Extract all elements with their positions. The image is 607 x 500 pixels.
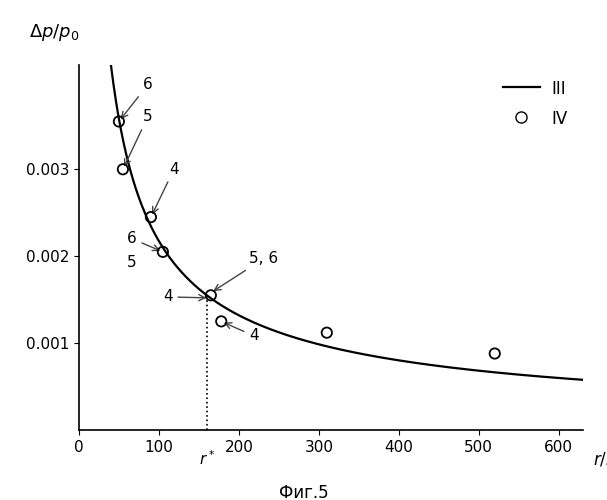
Point	[490, 350, 500, 358]
Text: 6: 6	[121, 78, 152, 118]
Point	[118, 166, 127, 173]
Legend: III, IV: III, IV	[497, 74, 574, 134]
Text: 6: 6	[127, 231, 159, 250]
Point	[322, 328, 331, 336]
Point	[217, 318, 226, 326]
Text: 5: 5	[127, 254, 137, 270]
Point	[158, 248, 168, 256]
Text: 5, 6: 5, 6	[214, 251, 279, 290]
Text: $\Delta p/p_0$: $\Delta p/p_0$	[29, 22, 79, 43]
Text: 5: 5	[124, 110, 152, 166]
Point	[206, 292, 215, 300]
Point	[146, 213, 156, 221]
Text: 4: 4	[153, 162, 179, 213]
Text: $r^*$: $r^*$	[198, 449, 215, 468]
Text: 4: 4	[163, 290, 205, 304]
Text: $r/L$: $r/L$	[593, 450, 607, 468]
Text: Фиг.5: Фиг.5	[279, 484, 328, 500]
Text: 4: 4	[225, 323, 259, 344]
Point	[114, 118, 124, 126]
